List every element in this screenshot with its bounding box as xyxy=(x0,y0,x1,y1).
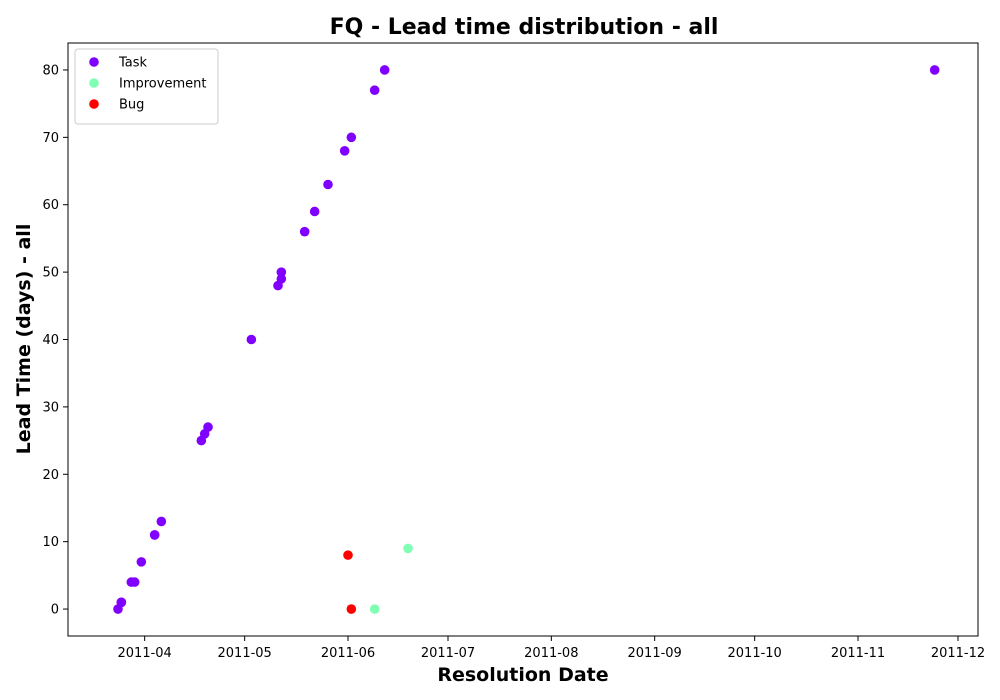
x-tick-label: 2011-10 xyxy=(728,646,782,661)
legend-marker-bug xyxy=(89,99,99,109)
x-axis: 2011-04 2011-05 2011-06 2011-07 2011-08 2011-… xyxy=(118,636,985,661)
x-tick-label: 2011-07 xyxy=(421,646,475,661)
data-point-task xyxy=(156,516,167,527)
x-tick-label: 2011-08 xyxy=(524,646,578,661)
x-tick-label: 2011-11 xyxy=(831,646,885,661)
legend-label: Bug xyxy=(119,98,144,113)
data-point-task xyxy=(203,422,213,432)
data-point-bug xyxy=(346,604,357,614)
data-point-improvement xyxy=(369,604,380,614)
data-point-task xyxy=(129,577,140,587)
chart-title: FQ - Lead time distribution - all xyxy=(330,15,719,40)
data-point-task xyxy=(116,597,127,608)
plot-frame xyxy=(67,42,979,637)
data-point-bug xyxy=(343,550,353,560)
y-tick-label: 80 xyxy=(42,63,59,78)
y-tick-label: 40 xyxy=(42,333,59,348)
x-tick-label: 2011-05 xyxy=(218,646,272,661)
y-axis-label: Lead Time (days) - all xyxy=(13,224,35,455)
data-points xyxy=(113,65,940,614)
y-axis: 0 10 20 30 40 50 60 70 80 xyxy=(42,63,68,618)
y-tick-label: 10 xyxy=(42,535,59,550)
x-axis-label: Resolution Date xyxy=(437,664,608,686)
data-point-task xyxy=(323,179,333,190)
data-point-task xyxy=(339,146,350,156)
data-point-task xyxy=(276,274,287,284)
data-point-task xyxy=(149,530,160,540)
data-point-improvement xyxy=(403,543,413,554)
data-point-task xyxy=(299,226,310,237)
legend: Task Improvement Bug xyxy=(74,48,219,125)
data-point-task xyxy=(136,557,147,567)
legend-marker-task xyxy=(89,57,99,67)
y-tick-label: 20 xyxy=(42,468,59,483)
data-point-task xyxy=(276,267,287,277)
x-tick-label: 2011-09 xyxy=(628,646,682,661)
data-point-task xyxy=(369,85,380,95)
x-tick-label: 2011-12 xyxy=(931,646,985,661)
data-point-task xyxy=(246,334,257,345)
x-tick-label: 2011-04 xyxy=(118,646,172,661)
legend-marker-improvement xyxy=(89,78,99,88)
legend-box xyxy=(74,48,219,125)
data-point-task xyxy=(929,65,940,75)
y-tick-label: 30 xyxy=(42,400,59,415)
y-tick-label: 70 xyxy=(42,131,59,146)
y-tick-label: 50 xyxy=(42,266,59,281)
data-point-task xyxy=(379,65,390,75)
data-point-task xyxy=(309,206,320,217)
y-tick-label: 60 xyxy=(42,198,59,213)
legend-label: Improvement xyxy=(119,77,206,92)
x-tick-label: 2011-06 xyxy=(321,646,375,661)
y-tick-label: 0 xyxy=(51,603,59,618)
data-point-task xyxy=(346,132,357,143)
legend-label: Task xyxy=(118,56,148,71)
plot-area xyxy=(67,42,979,637)
